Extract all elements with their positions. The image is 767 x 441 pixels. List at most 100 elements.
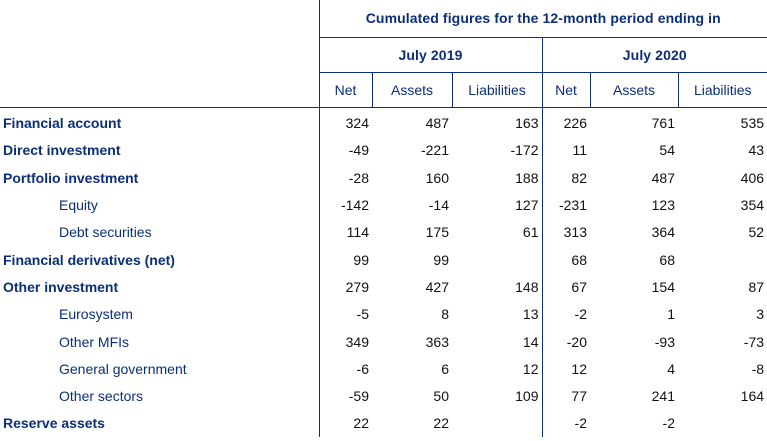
row-label: Other investment	[3, 278, 119, 295]
cell-net-2019: 99	[318, 245, 372, 274]
table-row: Other MFIs 349 363 14 -20 -93 -73	[0, 327, 767, 356]
cell-liabilities-2020: 535	[740, 115, 765, 132]
row-label: Reserve assets	[3, 415, 105, 432]
cell-assets-2019: 22	[433, 415, 449, 432]
cell-liabilities-2020: 43	[748, 142, 765, 159]
cell-assets-2019: -14	[428, 197, 449, 214]
cell-assets-2020: 154	[651, 278, 675, 295]
cell-net-2020: 313	[541, 218, 590, 246]
cell-liabilities-2019: 109	[515, 388, 539, 405]
cell-liabilities-2019	[452, 410, 542, 437]
corner-cell	[0, 0, 319, 37]
row-label: Financial account	[3, 115, 122, 132]
row-label: Eurosystem	[59, 306, 133, 323]
row-label: Equity	[59, 197, 98, 214]
cell-assets-2020: 123	[651, 197, 675, 214]
cell-liabilities-2020: 87	[748, 278, 765, 295]
period-header-2019: July 2019	[318, 37, 542, 73]
cell-net-2019: -6	[318, 355, 372, 383]
cell-assets-2019: 160	[425, 169, 449, 186]
cell-assets-2020: 364	[651, 224, 675, 241]
cell-liabilities-2019	[452, 246, 542, 273]
cell-liabilities-2019: 148	[515, 278, 539, 295]
cell-net-2019: -59	[318, 382, 372, 410]
cell-assets-2020: 68	[659, 251, 675, 268]
cell-net-2020: 67	[541, 273, 590, 301]
cell-assets-2019: 427	[425, 278, 449, 295]
table-row: Other investment 279 427 148 67 154 87	[0, 273, 767, 301]
cell-liabilities-2019: 163	[515, 115, 539, 132]
cell-liabilities-2019: 14	[522, 333, 539, 350]
cell-assets-2020: 761	[651, 115, 675, 132]
row-label: Other sectors	[59, 388, 144, 405]
cell-net-2020: 11	[541, 136, 590, 165]
table-title: Cumulated figures for the 12-month perio…	[318, 0, 767, 38]
cell-assets-2019: 50	[433, 388, 449, 405]
cell-liabilities-2019: 12	[522, 360, 539, 377]
table-row: General government -6 6 12 12 4 -8	[0, 355, 767, 383]
cell-assets-2020: 54	[659, 142, 675, 159]
corner-cell	[0, 72, 319, 108]
column-header-liabilities-2019: Liabilities	[451, 72, 542, 108]
cell-liabilities-2020: 3	[756, 306, 765, 323]
table-row: Financial derivatives (net) 99 99 68 68	[0, 245, 767, 274]
cell-assets-2020: 487	[651, 169, 675, 186]
cell-net-2020: -231	[541, 191, 590, 219]
cell-assets-2019: 363	[425, 333, 449, 350]
cell-assets-2019: 6	[441, 360, 449, 377]
table-row: Other sectors -59 50 109 77 241 164	[0, 382, 767, 410]
cell-liabilities-2019: 61	[522, 224, 539, 241]
corner-cell	[0, 37, 319, 72]
cell-liabilities-2019: 13	[522, 306, 539, 323]
cell-assets-2020: 241	[651, 388, 675, 405]
cell-net-2019: -5	[318, 300, 372, 328]
row-label: Direct investment	[3, 142, 121, 159]
cell-net-2020: 226	[541, 107, 590, 137]
cell-net-2019: -142	[318, 191, 372, 219]
row-label: General government	[59, 360, 187, 377]
cell-liabilities-2019: 188	[515, 169, 539, 186]
cell-net-2019: 114	[318, 218, 372, 246]
cell-assets-2019: 487	[425, 115, 449, 132]
cell-assets-2019: 175	[425, 224, 449, 241]
column-header-assets-2019: Assets	[371, 72, 452, 108]
cell-liabilities-2020: 52	[748, 224, 765, 241]
row-label: Financial derivatives (net)	[3, 251, 175, 268]
cell-liabilities-2020	[678, 410, 767, 437]
cell-net-2020: 77	[541, 382, 590, 410]
table-body: Financial account 324 487 163 226 761 535 Direc…	[0, 107, 767, 438]
cell-assets-2020: -2	[662, 415, 675, 432]
cell-assets-2019: 99	[433, 251, 449, 268]
cell-liabilities-2020: -73	[743, 333, 765, 350]
table-row: Financial account 324 487 163 226 761 535	[0, 107, 767, 137]
cell-liabilities-2019: -172	[510, 142, 539, 159]
cell-liabilities-2020	[678, 246, 767, 273]
column-header-assets-2020: Assets	[589, 72, 678, 108]
table-row: Equity -142 -14 127 -231 123 354	[0, 191, 767, 219]
cell-liabilities-2020: -8	[751, 360, 765, 377]
cell-net-2020: 68	[541, 245, 590, 274]
column-header-liabilities-2020: Liabilities	[677, 72, 767, 108]
cell-assets-2020: 1	[667, 306, 675, 323]
cell-liabilities-2020: 164	[740, 388, 765, 405]
cell-assets-2019: -221	[420, 142, 449, 159]
cell-net-2019: 279	[318, 273, 372, 301]
cell-assets-2019: 8	[441, 306, 449, 323]
row-label: Portfolio investment	[3, 169, 139, 186]
cell-net-2020: 82	[541, 164, 590, 192]
table-row: Portfolio investment -28 160 188 82 487 406	[0, 164, 767, 192]
row-label: Debt securities	[59, 224, 152, 241]
cell-net-2020: 12	[541, 355, 590, 383]
cell-net-2019: 22	[318, 409, 372, 438]
table-row: Reserve assets 22 22 -2 -2	[0, 409, 767, 438]
table-row: Direct investment -49 -221 -172 11 54 43	[0, 136, 767, 165]
cell-net-2020: -2	[541, 300, 590, 328]
cell-net-2019: 349	[318, 327, 372, 356]
cell-net-2019: -49	[318, 136, 372, 165]
table-row: Debt securities 114 175 61 313 364 52	[0, 218, 767, 246]
cell-assets-2020: -93	[654, 333, 675, 350]
table-row: Eurosystem -5 8 13 -2 1 3	[0, 300, 767, 328]
cell-net-2019: 324	[318, 107, 372, 137]
cell-net-2020: -20	[541, 327, 590, 356]
